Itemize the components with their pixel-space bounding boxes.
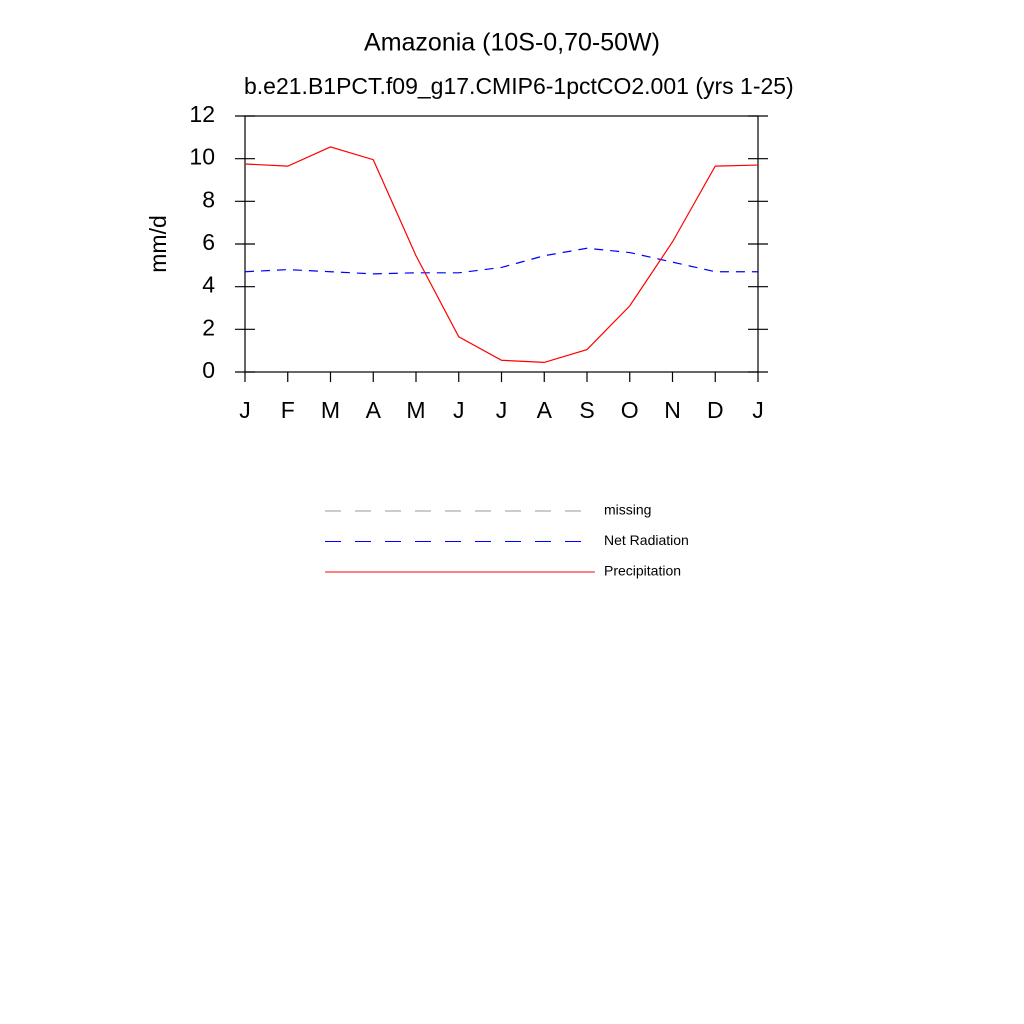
x-tick-label: M (321, 397, 340, 423)
x-tick-label: S (579, 397, 594, 423)
x-tick-label: F (281, 397, 295, 423)
chart-subtitle: b.e21.B1PCT.f09_g17.CMIP6-1pctCO2.001 (y… (244, 73, 794, 99)
x-tick-label: A (366, 397, 382, 423)
x-tick-label: J (496, 397, 508, 423)
y-tick-label: 10 (189, 144, 215, 170)
x-tick-label: O (621, 397, 639, 423)
legend-label: Precipitation (604, 563, 681, 579)
x-tick-label: J (453, 397, 465, 423)
y-tick-label: 8 (202, 186, 215, 212)
y-tick-label: 0 (202, 357, 215, 383)
y-axis-label: mm/d (145, 215, 171, 273)
x-tick-label: D (707, 397, 724, 423)
y-tick-label: 6 (202, 229, 215, 255)
legend-label: missing (604, 502, 651, 518)
series-line (244, 247, 758, 275)
x-tick-label: J (752, 397, 764, 423)
series-line (244, 146, 759, 364)
x-tick-label: N (664, 397, 681, 423)
legend-label: Net Radiation (604, 532, 689, 548)
chart-title: Amazonia (10S-0,70-50W) (364, 29, 660, 57)
y-tick-label: 4 (202, 272, 215, 298)
y-tick-label: 12 (189, 101, 215, 127)
x-tick-label: A (537, 397, 553, 423)
plot-frame (244, 115, 759, 373)
x-tick-label: M (406, 397, 425, 423)
y-tick-label: 2 (202, 314, 215, 340)
x-tick-label: J (239, 397, 251, 423)
